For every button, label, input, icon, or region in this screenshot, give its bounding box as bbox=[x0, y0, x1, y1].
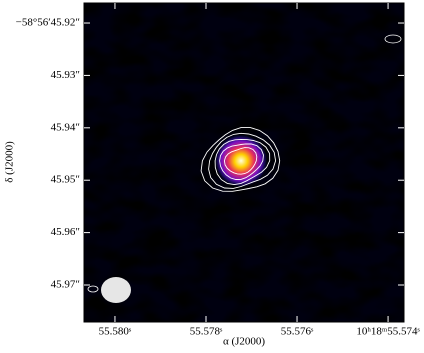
y-tick-label: 45.95″ bbox=[51, 174, 80, 186]
y-tick-label: −58°56′45.92″ bbox=[16, 17, 80, 29]
y-tick-label: 45.97″ bbox=[51, 279, 80, 291]
frame bbox=[83, 2, 405, 323]
contour bbox=[223, 147, 258, 175]
y-tick-label: 45.93″ bbox=[51, 69, 80, 81]
x-tick-label: 10ʰ18ᵐ55.574ˢ bbox=[356, 326, 420, 338]
source bbox=[200, 127, 281, 192]
contour bbox=[214, 138, 271, 186]
contour bbox=[208, 132, 277, 189]
axes bbox=[83, 2, 405, 323]
contour bbox=[219, 143, 264, 180]
x-tick-label: 55.580ˢ bbox=[99, 326, 132, 338]
contour bbox=[200, 127, 281, 192]
contour bbox=[87, 285, 99, 293]
y-tick-label: 45.94″ bbox=[51, 121, 80, 133]
y-tick-label: 45.96″ bbox=[51, 226, 80, 238]
beam bbox=[101, 277, 131, 303]
contour bbox=[384, 34, 402, 44]
image bbox=[84, 3, 404, 322]
y-axis-label: δ (J2000) bbox=[4, 141, 16, 183]
x-tick-label: 55.578ˢ bbox=[190, 326, 223, 338]
x-tick-label: 55.576ˢ bbox=[281, 326, 314, 338]
x-axis-label: α (J2000) bbox=[223, 336, 265, 348]
